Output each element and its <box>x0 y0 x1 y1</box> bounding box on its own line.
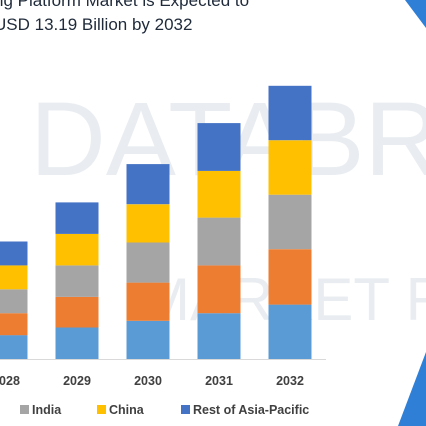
bar-segment-2029-s4 <box>55 233 99 266</box>
bar-segment-2029-s3 <box>55 265 99 297</box>
bar-segment-2031-s2 <box>197 265 241 314</box>
x-tick-label-2030: 2030 <box>134 374 162 388</box>
bars-layer <box>0 85 312 359</box>
bar-segment-2030-s5 <box>126 164 170 205</box>
bar-segment-2031-s4 <box>197 170 241 218</box>
bar-segment-2029-s1 <box>55 327 99 359</box>
corner-accent-top <box>405 0 426 28</box>
bar-segment-2032-s3 <box>268 194 312 250</box>
legend-label-rest-of-asia-pacific: Rest of Asia-Pacific <box>193 403 309 417</box>
bar-segment-2031-s5 <box>197 123 241 171</box>
legend-label-china: China <box>109 403 145 417</box>
bar-segment-2032-s2 <box>268 249 312 305</box>
legend-label-india: India <box>32 403 62 417</box>
legend-swatch-india <box>20 405 29 414</box>
x-tick-labels: 2028 2029 2030 2031 2032 <box>0 374 304 388</box>
bar-segment-2028-s2 <box>0 313 28 336</box>
legend-swatch-china <box>97 405 106 414</box>
chart-title-line-2: USD 13.19 Billion by 2032 <box>0 15 193 34</box>
bar-segment-2029-s5 <box>55 202 99 234</box>
x-tick-label-2029: 2029 <box>63 374 91 388</box>
legend-swatch-rest-of-asia-pacific <box>181 405 190 414</box>
corner-accent-bottom <box>398 352 426 426</box>
bar-segment-2031-s3 <box>197 217 241 266</box>
chart-title-line-1: ng Platform Market is Expected to <box>0 0 250 10</box>
bar-segment-2028-s3 <box>0 289 28 314</box>
bar-segment-2032-s4 <box>268 140 312 195</box>
bar-segment-2028-s1 <box>0 335 28 359</box>
bar-segment-2030-s4 <box>126 204 170 243</box>
bar-segment-2028-s5 <box>0 241 28 266</box>
bar-segment-2032-s5 <box>268 85 312 141</box>
x-tick-label-2028: 2028 <box>0 374 20 388</box>
chart-title: ng Platform Market is Expected to USD 13… <box>0 0 354 37</box>
bar-segment-2030-s3 <box>126 242 170 283</box>
bar-segment-2030-s2 <box>126 282 170 321</box>
bar-segment-2031-s1 <box>197 313 241 359</box>
bar-segment-2029-s2 <box>55 296 99 328</box>
bar-segment-2032-s1 <box>268 304 312 359</box>
bar-segment-2028-s4 <box>0 265 28 290</box>
legend: India China Rest of Asia-Pacific <box>20 403 309 417</box>
bar-segment-2030-s1 <box>126 320 170 359</box>
x-tick-label-2032: 2032 <box>276 374 304 388</box>
x-tick-label-2031: 2031 <box>205 374 233 388</box>
